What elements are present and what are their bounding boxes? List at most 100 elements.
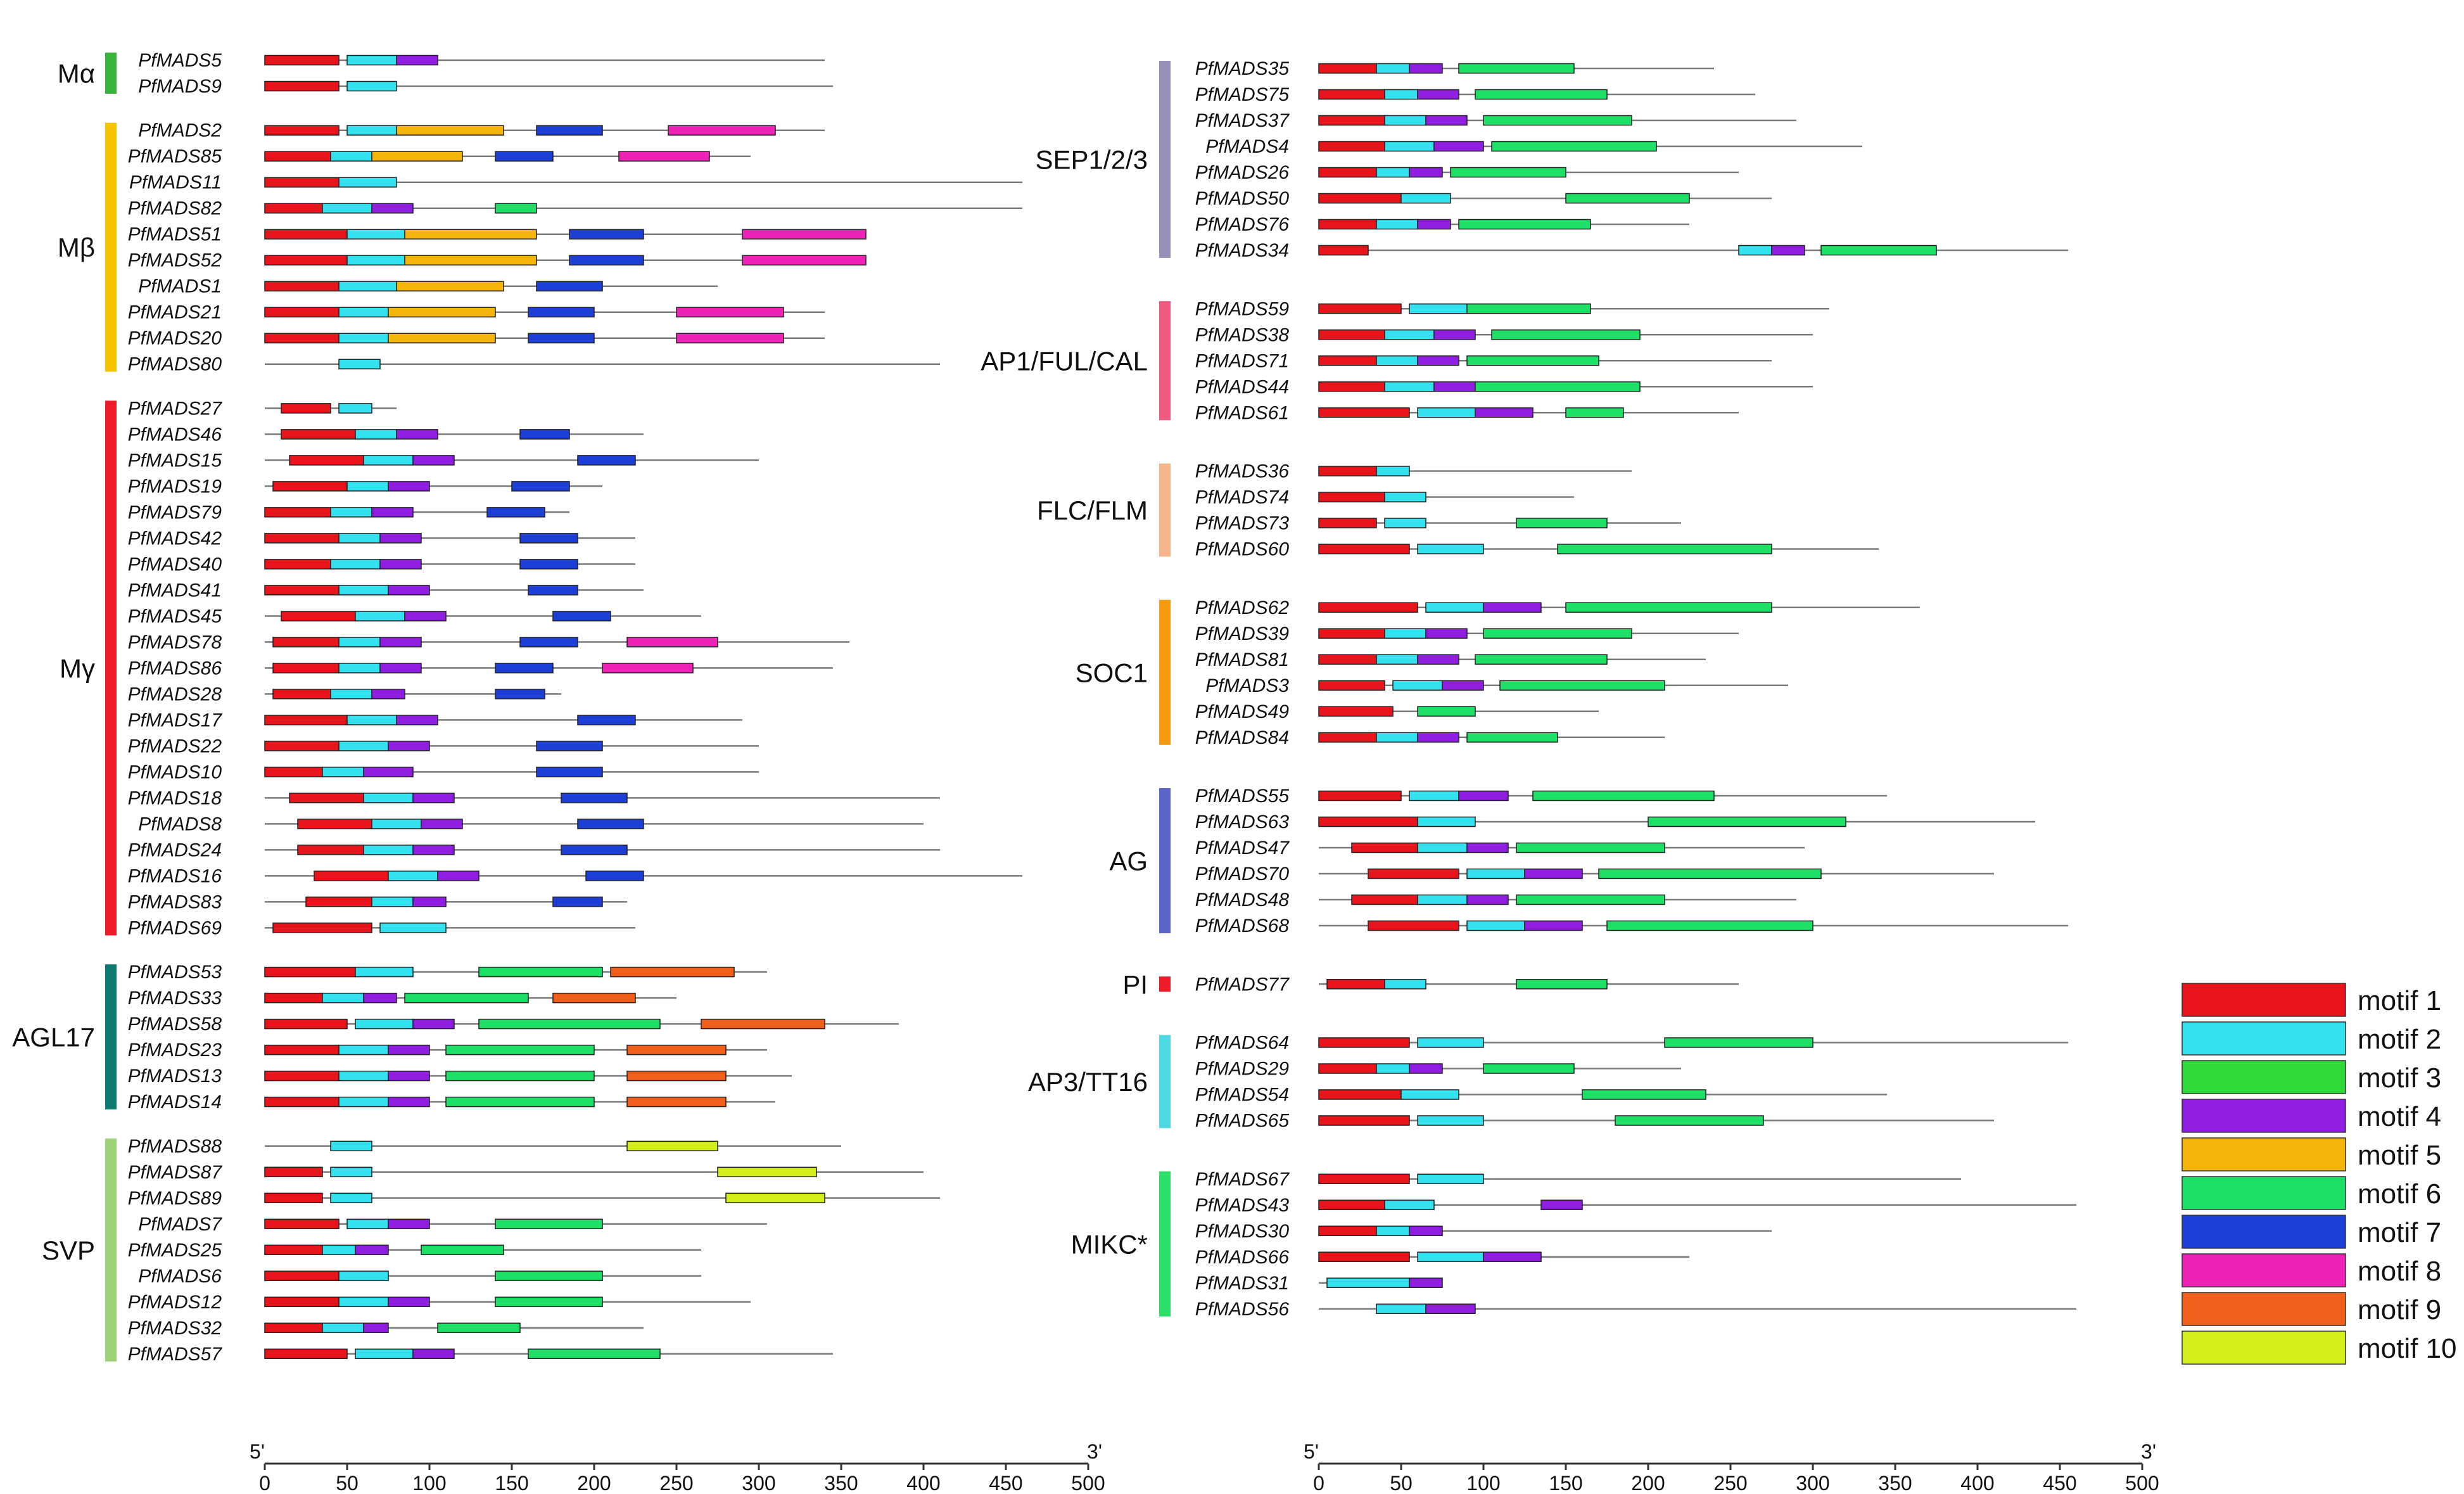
motif-1-box: [1318, 219, 1377, 230]
legend-item: motif 4: [2181, 1099, 2441, 1133]
motif-1-box: [272, 689, 331, 699]
motif-4-box: [388, 741, 430, 751]
motif-6-box: [1483, 1063, 1575, 1074]
motif-6-box: [1417, 706, 1476, 717]
motif-9-box: [610, 966, 735, 978]
motif-2-box: [355, 429, 397, 440]
motif-8-box: [668, 125, 776, 136]
legend-label: motif 7: [2358, 1217, 2441, 1248]
group-color-bar: [1159, 301, 1171, 421]
motif-4-box: [412, 897, 447, 907]
gene-label: PfMADS87: [128, 1162, 223, 1183]
motif-6-box: [404, 992, 529, 1004]
gene-row: PfMADS78: [128, 632, 849, 653]
gene-label: PfMADS75: [1195, 84, 1290, 105]
group-color-bar: [1159, 788, 1171, 933]
gene-row: PfMADS55: [1195, 786, 1887, 807]
motif-2-box: [330, 689, 372, 699]
motif-2-box: [1466, 920, 1525, 931]
gene-row: PfMADS63: [1195, 812, 2035, 833]
motif-1-box: [1368, 868, 1459, 879]
legend-label: motif 10: [2358, 1333, 2457, 1364]
motif-6-box: [1466, 355, 1599, 366]
gene-label: PfMADS64: [1195, 1033, 1289, 1054]
motif-2-box: [346, 54, 397, 66]
gene-label: PfMADS37: [1195, 110, 1290, 131]
gene-label: PfMADS47: [1195, 838, 1290, 859]
motif-8-box: [626, 637, 718, 648]
motif-2-box: [330, 1192, 372, 1204]
group-mikc-: PfMADS67 PfMADS43 PfMADS30 PfMADS66 PfMADS31…: [1071, 1169, 2076, 1320]
motif-2-box: [322, 767, 364, 777]
gene-row: PfMADS21: [128, 302, 825, 323]
gene-label: PfMADS51: [128, 224, 222, 245]
motif-1-box: [1351, 894, 1418, 905]
motif-7-box: [536, 125, 603, 136]
motif-1-box: [1318, 466, 1377, 476]
gene-label: PfMADS44: [1195, 376, 1289, 397]
motif-1-box: [264, 533, 340, 544]
motif-2-box: [322, 1244, 356, 1256]
gene-row: PfMADS39: [1195, 623, 1739, 644]
motif-4-box: [412, 1348, 455, 1360]
gene-row: PfMADS41: [128, 580, 644, 601]
motif-4-box: [1466, 842, 1509, 853]
motif-2-box: [1384, 1199, 1435, 1210]
motif-7-box: [495, 689, 545, 699]
motif-2-box: [338, 637, 381, 648]
motif-1-box: [297, 845, 364, 855]
gene-label: PfMADS23: [128, 1040, 222, 1061]
motif-2-box: [346, 255, 405, 265]
legend-label: motif 9: [2358, 1294, 2441, 1325]
motif-2-box: [1417, 842, 1468, 853]
axis-tick-label: 250: [1713, 1472, 1747, 1494]
motif-4-box: [388, 1218, 430, 1230]
gene-row: PfMADS53: [128, 962, 767, 983]
motif-4-box: [396, 715, 438, 725]
motif-2-box: [346, 229, 405, 239]
motif-6-box: [1475, 654, 1608, 665]
motif-1-box: [1318, 680, 1385, 691]
gene-label: PfMADS32: [128, 1318, 222, 1339]
group-label: PI: [1122, 969, 1148, 999]
motif-2-box: [1466, 868, 1525, 879]
group-color-bar: [105, 1138, 117, 1362]
axis-tick-label: 0: [1313, 1472, 1324, 1494]
motif-5-box: [396, 125, 504, 136]
motif-2-box: [322, 203, 372, 214]
motif-9-box: [626, 1044, 727, 1056]
motif-6-box: [1475, 89, 1608, 100]
motif-6-box: [1516, 518, 1608, 528]
motif-6-box: [1582, 1089, 1706, 1100]
motif-2-box: [1376, 1303, 1426, 1314]
motif-2-box: [322, 992, 364, 1004]
motif-2-box: [1376, 167, 1410, 178]
gene-label: PfMADS83: [128, 891, 222, 912]
motif-2-box: [1376, 355, 1418, 366]
legend-item: motif 9: [2181, 1292, 2441, 1326]
motif-7-box: [495, 151, 554, 162]
motif-2-box: [338, 663, 381, 674]
position-axis: 0 50 100 150 200 250 300 350 400 450 500 5' 3': [250, 1440, 1105, 1494]
motif-1-box: [264, 741, 340, 751]
motif-6-box: [1565, 193, 1690, 204]
gene-row: PfMADS77: [1195, 974, 1739, 995]
motif-1-box: [1318, 381, 1385, 392]
left-panel: PfMADS5PfMADS9MαPfMADS2PfMADS85PfMADS11P…: [12, 50, 1105, 1494]
motif-2-box: [338, 1070, 389, 1082]
motif-4-box: [388, 481, 430, 492]
gene-label: PfMADS58: [128, 1014, 222, 1035]
motif-4-box: [379, 637, 422, 648]
gene-label: PfMADS4: [1205, 136, 1289, 157]
motif-10-box: [626, 1140, 718, 1152]
motif-9-box: [626, 1070, 727, 1082]
motif-2-box: [1417, 894, 1468, 905]
motif-4-box: [1425, 1303, 1476, 1314]
motif-9-box: [552, 992, 636, 1004]
motif-1-box: [264, 1166, 323, 1178]
axis-tick-label: 500: [2125, 1472, 2159, 1494]
motif-2-box: [1425, 602, 1484, 613]
motif-1-box: [1318, 407, 1410, 418]
motif-4-box: [437, 871, 479, 881]
